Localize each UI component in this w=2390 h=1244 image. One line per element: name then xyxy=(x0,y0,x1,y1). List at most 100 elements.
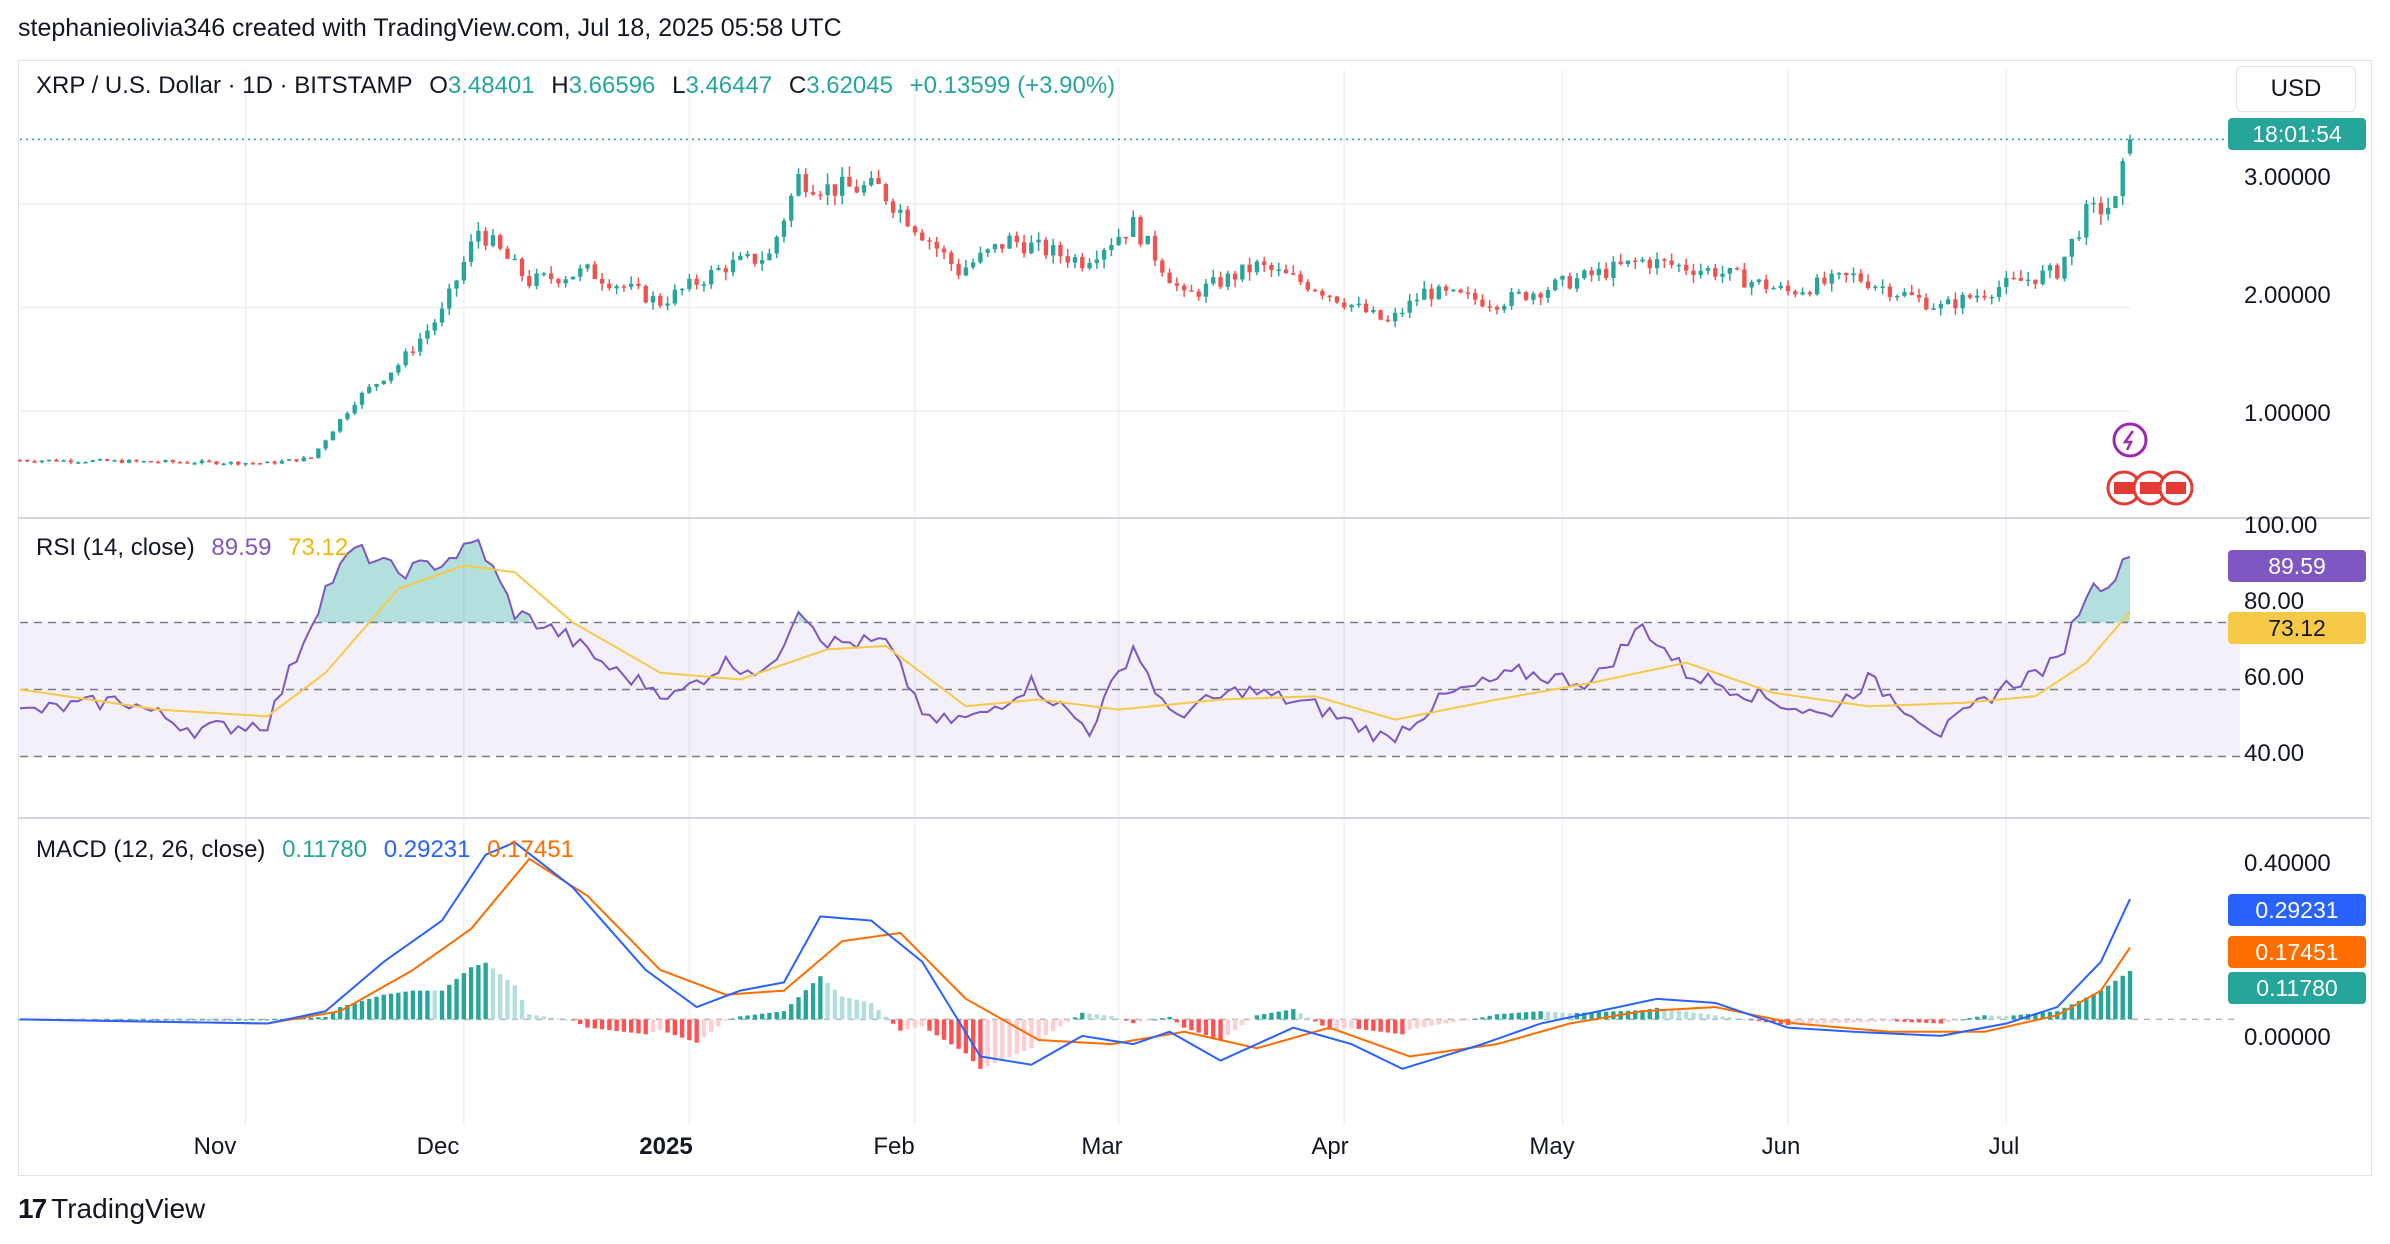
macd-histogram-bar xyxy=(1254,1015,1260,1020)
candle-body xyxy=(2120,161,2125,197)
candle-body xyxy=(738,256,743,260)
candle-body xyxy=(250,463,256,465)
macd-histogram-bar xyxy=(796,997,801,1020)
candle-body xyxy=(1560,275,1565,280)
candle-body xyxy=(1254,261,1260,273)
candle-body xyxy=(367,386,372,393)
candle-body xyxy=(1480,299,1485,307)
candle-body xyxy=(2004,277,2009,288)
rsi-value: 89.59 xyxy=(211,534,272,561)
macd-histogram-bar xyxy=(1894,1019,1900,1022)
macd-histogram-bar xyxy=(1902,1019,1907,1022)
candle-body xyxy=(447,288,452,309)
candle-body xyxy=(541,273,547,276)
macd-histogram-bar xyxy=(1924,1019,1929,1023)
macd-histogram-bar xyxy=(2120,975,2125,1020)
candle-body xyxy=(2076,237,2082,239)
macd-histogram-bar xyxy=(1218,1019,1223,1040)
candle-body xyxy=(767,253,772,261)
macd-histogram-bar xyxy=(876,1009,881,1020)
candle-body xyxy=(505,248,510,259)
candle-body xyxy=(1975,295,1980,298)
candle-body xyxy=(869,177,874,186)
candle-body xyxy=(1633,260,1638,263)
candle-body xyxy=(1152,235,1158,261)
candle-body xyxy=(1240,264,1245,280)
macd-histogram-bar xyxy=(1734,1018,1740,1020)
chart-frame[interactable] xyxy=(18,60,2372,1176)
macd-histogram-bar xyxy=(789,1004,794,1020)
macd-histogram-bar xyxy=(1407,1019,1412,1030)
candle-body xyxy=(2040,270,2045,285)
candle-body xyxy=(2105,207,2111,215)
candle-body xyxy=(1596,268,1602,276)
candle-body xyxy=(1880,286,1885,289)
candle-body xyxy=(1793,291,1798,295)
macd-histogram-bar xyxy=(1138,1019,1143,1022)
candle-body xyxy=(599,278,605,284)
candle-body xyxy=(1545,290,1551,298)
macd-histogram-bar xyxy=(1196,1019,1201,1033)
macd-histogram-bar xyxy=(1058,1019,1063,1027)
candle-body xyxy=(490,235,496,246)
macd-histogram-bar xyxy=(839,996,845,1020)
tradingview-logo[interactable]: 17 TradingView xyxy=(18,1193,205,1225)
macd-title[interactable]: MACD (12, 26, close) xyxy=(36,836,266,863)
macd-histogram-bar xyxy=(250,1019,256,1021)
macd-histogram-bar xyxy=(170,1019,175,1021)
macd-histogram-bar xyxy=(621,1019,627,1032)
candle-body xyxy=(607,283,612,289)
countdown-tag: 18:01:54 xyxy=(2228,118,2366,150)
macd-histogram-bar xyxy=(1283,1010,1289,1020)
macd-histogram-bar xyxy=(607,1019,612,1031)
macd-histogram-bar xyxy=(308,1017,314,1020)
macd-histogram-bar xyxy=(1967,1018,1973,1020)
candle-body xyxy=(403,351,408,366)
candle-body xyxy=(337,419,343,432)
candle-body xyxy=(1378,310,1383,320)
symbol-label[interactable]: XRP / U.S. Dollar · 1D · BITSTAMP xyxy=(36,72,413,99)
candle-body xyxy=(592,264,597,279)
candle-body xyxy=(978,252,983,263)
macd-histogram-bar xyxy=(934,1019,939,1036)
us-flag-stripes-icon xyxy=(2166,482,2186,494)
currency-button[interactable]: USD xyxy=(2236,66,2356,112)
macd-histogram-bar xyxy=(1538,1011,1543,1020)
candle-body xyxy=(941,248,947,253)
candle-body xyxy=(1181,285,1187,291)
macd-histogram-bar xyxy=(2033,1013,2038,1020)
rsi-title[interactable]: RSI (14, close) xyxy=(36,534,195,561)
macd-histogram-bar xyxy=(970,1019,976,1062)
macd-histogram-bar xyxy=(1174,1019,1180,1023)
candle-body xyxy=(1567,275,1572,289)
candle-body xyxy=(890,201,896,213)
candle-body xyxy=(614,286,619,289)
candle-body xyxy=(527,276,532,286)
candle-body xyxy=(1742,269,1747,288)
candle-body xyxy=(163,460,168,463)
macd-histogram-bar xyxy=(1458,1019,1463,1022)
candle-body xyxy=(1392,312,1398,322)
candle-body xyxy=(279,460,285,464)
macd-histogram-bar xyxy=(1720,1016,1725,1020)
candle-body xyxy=(1771,287,1776,290)
lightning-glyph-icon xyxy=(2122,430,2135,451)
time-axis-label: Jul xyxy=(1988,1133,2020,1160)
candle-body xyxy=(214,461,219,465)
open-label: O xyxy=(429,72,448,99)
macd-histogram-bar xyxy=(1000,1019,1005,1060)
macd-histogram-bar xyxy=(301,1017,306,1020)
macd-histogram-bar xyxy=(1858,1019,1863,1023)
low-label: L xyxy=(672,72,686,99)
candle-body xyxy=(359,392,365,405)
macd-histogram-bar xyxy=(1640,1010,1645,1020)
macd-histogram-bar xyxy=(1625,1010,1631,1020)
macd-histogram-bar xyxy=(992,1019,998,1063)
candle-body xyxy=(68,460,74,463)
macd-histogram-bar xyxy=(585,1019,590,1028)
chart-attribution: stephanieolivia346 created with TradingV… xyxy=(18,14,842,42)
macd-histogram-bar xyxy=(1931,1019,1936,1024)
candle-body xyxy=(679,288,685,291)
rsi-ma-value: 73.12 xyxy=(288,534,349,561)
